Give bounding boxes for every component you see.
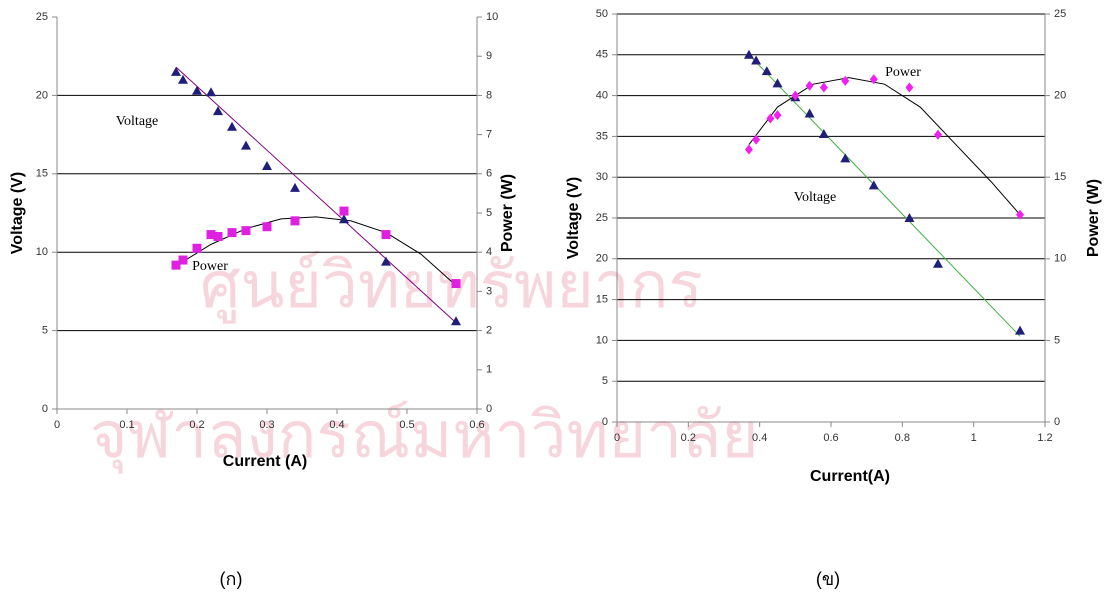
point bbox=[340, 207, 349, 216]
y2-tick-label: 6 bbox=[486, 168, 492, 180]
x-tick-label: 0.5 bbox=[399, 419, 414, 431]
point bbox=[193, 244, 202, 253]
trendline bbox=[749, 55, 1020, 337]
point bbox=[263, 222, 272, 231]
y-axis-title: Voltage (V) bbox=[9, 172, 26, 254]
y2-tick-label: 0 bbox=[486, 403, 492, 415]
y2-tick-label: 20 bbox=[1054, 90, 1066, 102]
point bbox=[934, 130, 942, 140]
point bbox=[806, 81, 814, 91]
point bbox=[382, 230, 391, 239]
point bbox=[214, 232, 223, 241]
point bbox=[179, 256, 188, 265]
x-tick-label: 0.2 bbox=[681, 432, 696, 444]
y-tick-label: 10 bbox=[596, 334, 608, 346]
y2-tick-label: 8 bbox=[486, 89, 492, 101]
series-annotation: Voltage bbox=[794, 190, 837, 205]
x-tick-label: 0.3 bbox=[259, 419, 274, 431]
y-tick-label: 25 bbox=[596, 212, 608, 224]
point bbox=[227, 122, 237, 131]
y2-tick-label: 4 bbox=[486, 246, 492, 258]
y2-tick-label: 2 bbox=[486, 325, 492, 337]
point bbox=[291, 216, 300, 225]
point bbox=[206, 87, 216, 96]
y-tick-label: 10 bbox=[36, 246, 48, 258]
y2-tick-label: 10 bbox=[486, 11, 498, 23]
point bbox=[178, 75, 188, 84]
figure: ศูนย์วิทยทรัพยากร จุฬาลงกรณ์มหาวิทยาลัย … bbox=[0, 0, 1113, 596]
x-tick-label: 0.2 bbox=[189, 419, 204, 431]
y2-axis-title: Power (W) bbox=[1085, 179, 1102, 257]
point bbox=[290, 183, 300, 192]
y-tick-label: 0 bbox=[602, 416, 608, 428]
point bbox=[213, 106, 223, 115]
y2-axis-title: Power (W) bbox=[499, 174, 516, 252]
x-axis-title: Current(A) bbox=[810, 468, 890, 485]
point bbox=[819, 129, 829, 138]
point bbox=[905, 82, 913, 92]
x-tick-label: 0 bbox=[54, 419, 60, 431]
y-tick-label: 50 bbox=[596, 8, 608, 20]
point bbox=[766, 113, 774, 123]
x-tick-label: 1 bbox=[971, 432, 977, 444]
point bbox=[171, 67, 181, 76]
y-tick-label: 5 bbox=[42, 325, 48, 337]
series-annotation: Voltage bbox=[116, 114, 159, 129]
y-tick-label: 35 bbox=[596, 130, 608, 142]
x-tick-label: 0 bbox=[614, 432, 620, 444]
point bbox=[262, 161, 272, 170]
y-tick-label: 20 bbox=[596, 253, 608, 265]
x-tick-label: 0.1 bbox=[119, 419, 134, 431]
point bbox=[773, 78, 783, 87]
point bbox=[774, 110, 782, 120]
watermark: ศูนย์วิทยทรัพยากร bbox=[200, 249, 703, 324]
trendline bbox=[749, 78, 1020, 215]
caption: (ข) bbox=[816, 569, 840, 589]
y2-tick-label: 0 bbox=[1054, 416, 1060, 428]
point bbox=[241, 141, 251, 150]
y2-tick-label: 7 bbox=[486, 129, 492, 141]
series-annotation: Power bbox=[885, 65, 921, 80]
point bbox=[933, 259, 943, 268]
point bbox=[1015, 326, 1025, 335]
y-tick-label: 40 bbox=[596, 90, 608, 102]
y2-tick-label: 9 bbox=[486, 50, 492, 62]
y-tick-label: 25 bbox=[36, 11, 48, 23]
x-tick-label: 0.6 bbox=[823, 432, 838, 444]
y2-tick-label: 10 bbox=[1054, 253, 1066, 265]
x-tick-label: 1.2 bbox=[1037, 432, 1052, 444]
y2-tick-label: 5 bbox=[486, 207, 492, 219]
x-tick-label: 0.4 bbox=[329, 419, 344, 431]
y-tick-label: 30 bbox=[596, 171, 608, 183]
y2-tick-label: 15 bbox=[1054, 171, 1066, 183]
point bbox=[869, 180, 879, 189]
x-tick-label: 0.4 bbox=[752, 432, 767, 444]
x-tick-label: 0.8 bbox=[895, 432, 910, 444]
point bbox=[805, 109, 815, 118]
y2-tick-label: 5 bbox=[1054, 334, 1060, 346]
y-tick-label: 5 bbox=[602, 375, 608, 387]
point bbox=[339, 214, 349, 223]
point bbox=[242, 226, 251, 235]
y-tick-label: 45 bbox=[596, 49, 608, 61]
x-tick-label: 0.6 bbox=[469, 419, 484, 431]
caption: (ก) bbox=[220, 569, 243, 589]
point bbox=[820, 82, 828, 92]
y-axis-title: Voltage (V) bbox=[565, 177, 582, 259]
watermark: จุฬาลงกรณ์มหาวิทยาลัย bbox=[90, 399, 759, 474]
y-tick-label: 20 bbox=[36, 89, 48, 101]
y2-tick-label: 3 bbox=[486, 285, 492, 297]
y-tick-label: 15 bbox=[36, 168, 48, 180]
y2-tick-label: 25 bbox=[1054, 8, 1066, 20]
y2-tick-label: 1 bbox=[486, 364, 492, 376]
point bbox=[452, 279, 461, 288]
point bbox=[762, 66, 772, 75]
y-tick-label: 15 bbox=[596, 294, 608, 306]
series-annotation: Power bbox=[192, 259, 228, 274]
point bbox=[745, 144, 753, 154]
point bbox=[228, 228, 237, 237]
x-axis-title: Current (A) bbox=[223, 453, 307, 470]
y-tick-label: 0 bbox=[42, 403, 48, 415]
